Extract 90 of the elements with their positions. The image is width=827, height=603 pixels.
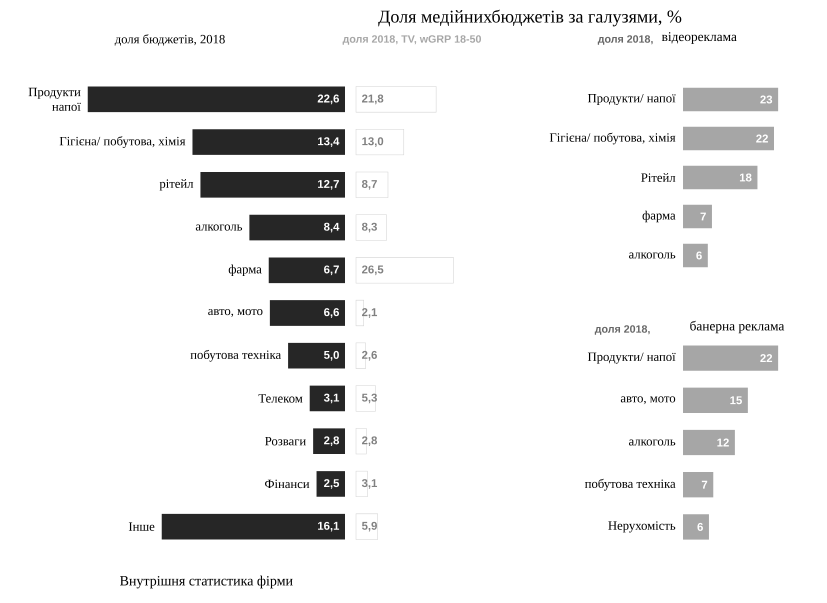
bar (683, 430, 735, 456)
chart-subtitle: доля бюджетів, 2018 (114, 34, 225, 46)
y-tick-label: фарма (642, 210, 676, 222)
bar (270, 300, 346, 326)
bar (683, 514, 709, 540)
y-tick-label: побутова техніка (190, 350, 282, 362)
bar (268, 257, 346, 284)
y-tick-label: Нерухомість (608, 521, 676, 532)
data-label: 23 (760, 95, 772, 104)
y-tick-label: алкоголь (629, 252, 676, 259)
y-tick-label: фарма (228, 264, 262, 276)
data-label: 8,7 (362, 180, 377, 190)
bar (313, 428, 346, 454)
bar (192, 129, 346, 155)
data-label: 6,6 (324, 308, 339, 318)
bar (683, 388, 748, 413)
data-label: 2,1 (362, 308, 378, 318)
data-label: 15 (730, 396, 742, 404)
chart-subtitle: доля 2018, TV, wGRP 18-50 (342, 35, 481, 45)
bar (288, 342, 346, 369)
y-tick-label: Продукти/ напої (588, 94, 676, 106)
bar (249, 214, 346, 240)
bar (316, 471, 346, 497)
chart-subtitle: відеореклама (662, 32, 737, 44)
data-label: 8,3 (362, 222, 377, 232)
bar (356, 214, 387, 241)
text: Доля медійнихбюджетів за галузями, % (378, 10, 682, 26)
data-label: 2,6 (362, 350, 377, 361)
y-tick-label: Рітейл (641, 173, 676, 182)
data-label: 22 (760, 354, 772, 362)
data-label: 6 (696, 251, 702, 260)
bar (88, 86, 346, 112)
chart-title: доля 2018, (594, 325, 650, 335)
bar (162, 514, 346, 540)
data-label: 7 (702, 480, 708, 489)
bar (310, 386, 346, 412)
data-label: 12 (717, 438, 729, 446)
y-tick-label: Продукти напої (28, 88, 81, 111)
bar (683, 166, 758, 190)
y-tick-label: алкоголь (196, 224, 242, 231)
bar (356, 514, 378, 540)
chart-subtitle: банерна реклама (690, 320, 784, 334)
data-label: 2,8 (362, 436, 378, 446)
y-tick-label: Гігієна/ побутова, хімія (60, 136, 186, 148)
data-label: 18 (740, 173, 752, 182)
y-tick-label: Телеком (258, 394, 302, 403)
y-tick-label: Фінанси (265, 480, 310, 488)
text: Внутрішня статистика фірми (120, 576, 293, 588)
bar (683, 244, 708, 268)
y-tick-label: авто, мото (208, 309, 262, 317)
bar (683, 472, 714, 498)
y-tick-label: авто, мото (620, 396, 676, 404)
y-tick-label: Продукти/ напої (588, 352, 676, 364)
data-label: 5,3 (362, 394, 377, 404)
y-tick-label: Гігієна/ побутова, хімія (550, 132, 676, 144)
y-tick-label: побутова техніка (584, 478, 676, 491)
data-label: 2,5 (324, 479, 340, 489)
chart-title: доля 2018, (598, 35, 653, 45)
data-label: 16,1 (318, 522, 340, 532)
data-label: 3,1 (324, 394, 340, 404)
y-tick-label: рітейл (160, 179, 194, 190)
bar (200, 172, 346, 198)
data-label: 3,1 (362, 479, 378, 489)
data-label: 13,4 (318, 137, 340, 147)
data-label: 5,9 (362, 522, 377, 532)
bar (356, 129, 404, 156)
bar (356, 172, 388, 198)
y-tick-label: Розваги (265, 436, 306, 446)
data-label: 22,6 (318, 94, 339, 104)
data-label: 21,8 (362, 94, 384, 104)
bar (683, 126, 774, 150)
data-label: 22 (756, 134, 768, 142)
bar (356, 86, 436, 112)
bar (683, 345, 778, 371)
data-label: 5,0 (324, 350, 339, 361)
data-label: 6 (697, 522, 703, 531)
data-label: 26,5 (362, 265, 384, 276)
bar (356, 257, 454, 284)
data-label: 6,7 (324, 265, 339, 276)
data-label: 7 (700, 212, 706, 220)
data-label: 2,8 (324, 436, 340, 446)
data-label: 8,4 (324, 222, 340, 232)
y-tick-label: алкоголь (629, 439, 676, 446)
bar (356, 300, 364, 326)
y-tick-label: Інше (128, 522, 154, 531)
data-label: 12,7 (318, 180, 339, 190)
bar (683, 204, 712, 228)
data-label: 13,0 (362, 137, 384, 147)
bar (683, 88, 778, 112)
bar (356, 385, 376, 412)
